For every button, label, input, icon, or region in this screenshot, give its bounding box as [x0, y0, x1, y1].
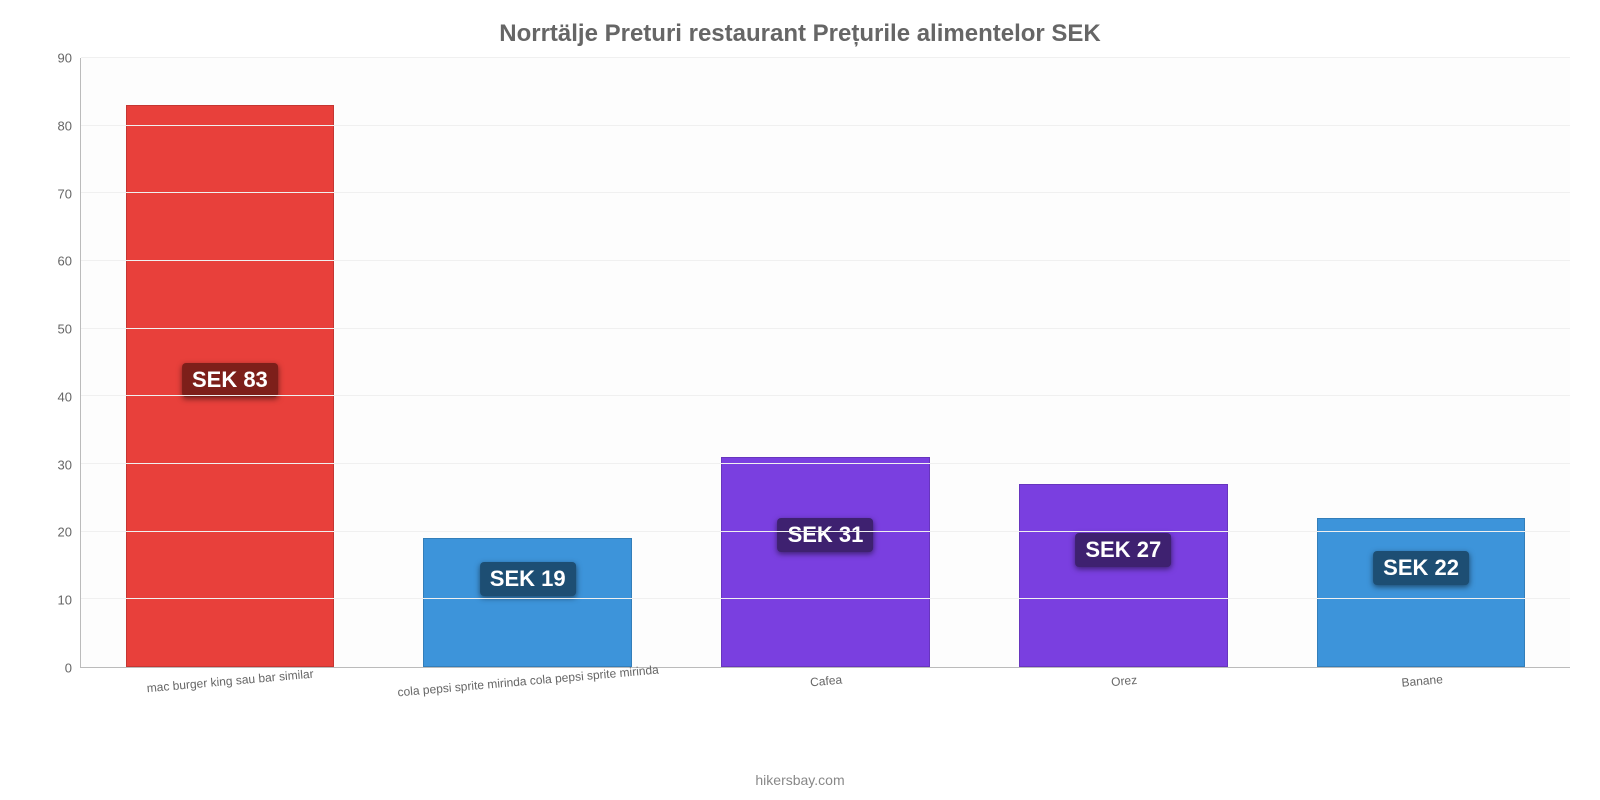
- bar: [1019, 484, 1227, 667]
- plot-area: SEK 83 SEK 19 SEK 31 SEK 27 SEK 22: [80, 58, 1570, 668]
- y-axis: 0102030405060708090: [30, 58, 80, 668]
- bar-slot: SEK 27: [974, 58, 1272, 667]
- bar-slot: SEK 83: [81, 58, 379, 667]
- bar-slot: SEK 22: [1272, 58, 1570, 667]
- bars-container: SEK 83 SEK 19 SEK 31 SEK 27 SEK 22: [81, 58, 1570, 667]
- value-label: SEK 31: [778, 518, 874, 552]
- bar: [721, 457, 929, 667]
- grid-line: [81, 395, 1570, 396]
- chart-title: Norrtälje Preturi restaurant Prețurile a…: [30, 20, 1570, 48]
- y-tick: 40: [58, 389, 72, 404]
- y-tick: 30: [58, 457, 72, 472]
- x-axis: mac burger king sau bar similarcola peps…: [80, 668, 1570, 708]
- y-tick: 90: [58, 51, 72, 66]
- value-label: SEK 27: [1075, 533, 1171, 567]
- grid-line: [81, 125, 1570, 126]
- value-label: SEK 83: [182, 363, 278, 397]
- grid-line: [81, 260, 1570, 261]
- plot-row: 0102030405060708090 SEK 83SEK 19SEK 31SE…: [30, 58, 1570, 668]
- value-label: SEK 22: [1373, 551, 1469, 585]
- grid-line: [81, 328, 1570, 329]
- credit-text: hikersbay.com: [0, 772, 1600, 788]
- grid-line: [81, 57, 1570, 58]
- grid-line: [81, 463, 1570, 464]
- y-tick: 0: [65, 661, 72, 676]
- grid-line: [81, 192, 1570, 193]
- y-tick: 10: [58, 593, 72, 608]
- y-tick: 60: [58, 254, 72, 269]
- bar: [423, 538, 631, 667]
- y-tick: 70: [58, 186, 72, 201]
- y-tick: 50: [58, 322, 72, 337]
- bar-slot: SEK 19: [379, 58, 677, 667]
- value-label: SEK 19: [480, 562, 576, 596]
- bar: [1317, 518, 1525, 667]
- y-tick: 80: [58, 118, 72, 133]
- y-tick: 20: [58, 525, 72, 540]
- grid-line: [81, 531, 1570, 532]
- grid-line: [81, 598, 1570, 599]
- bar-slot: SEK 31: [677, 58, 975, 667]
- price-bar-chart: Norrtälje Preturi restaurant Prețurile a…: [0, 0, 1600, 800]
